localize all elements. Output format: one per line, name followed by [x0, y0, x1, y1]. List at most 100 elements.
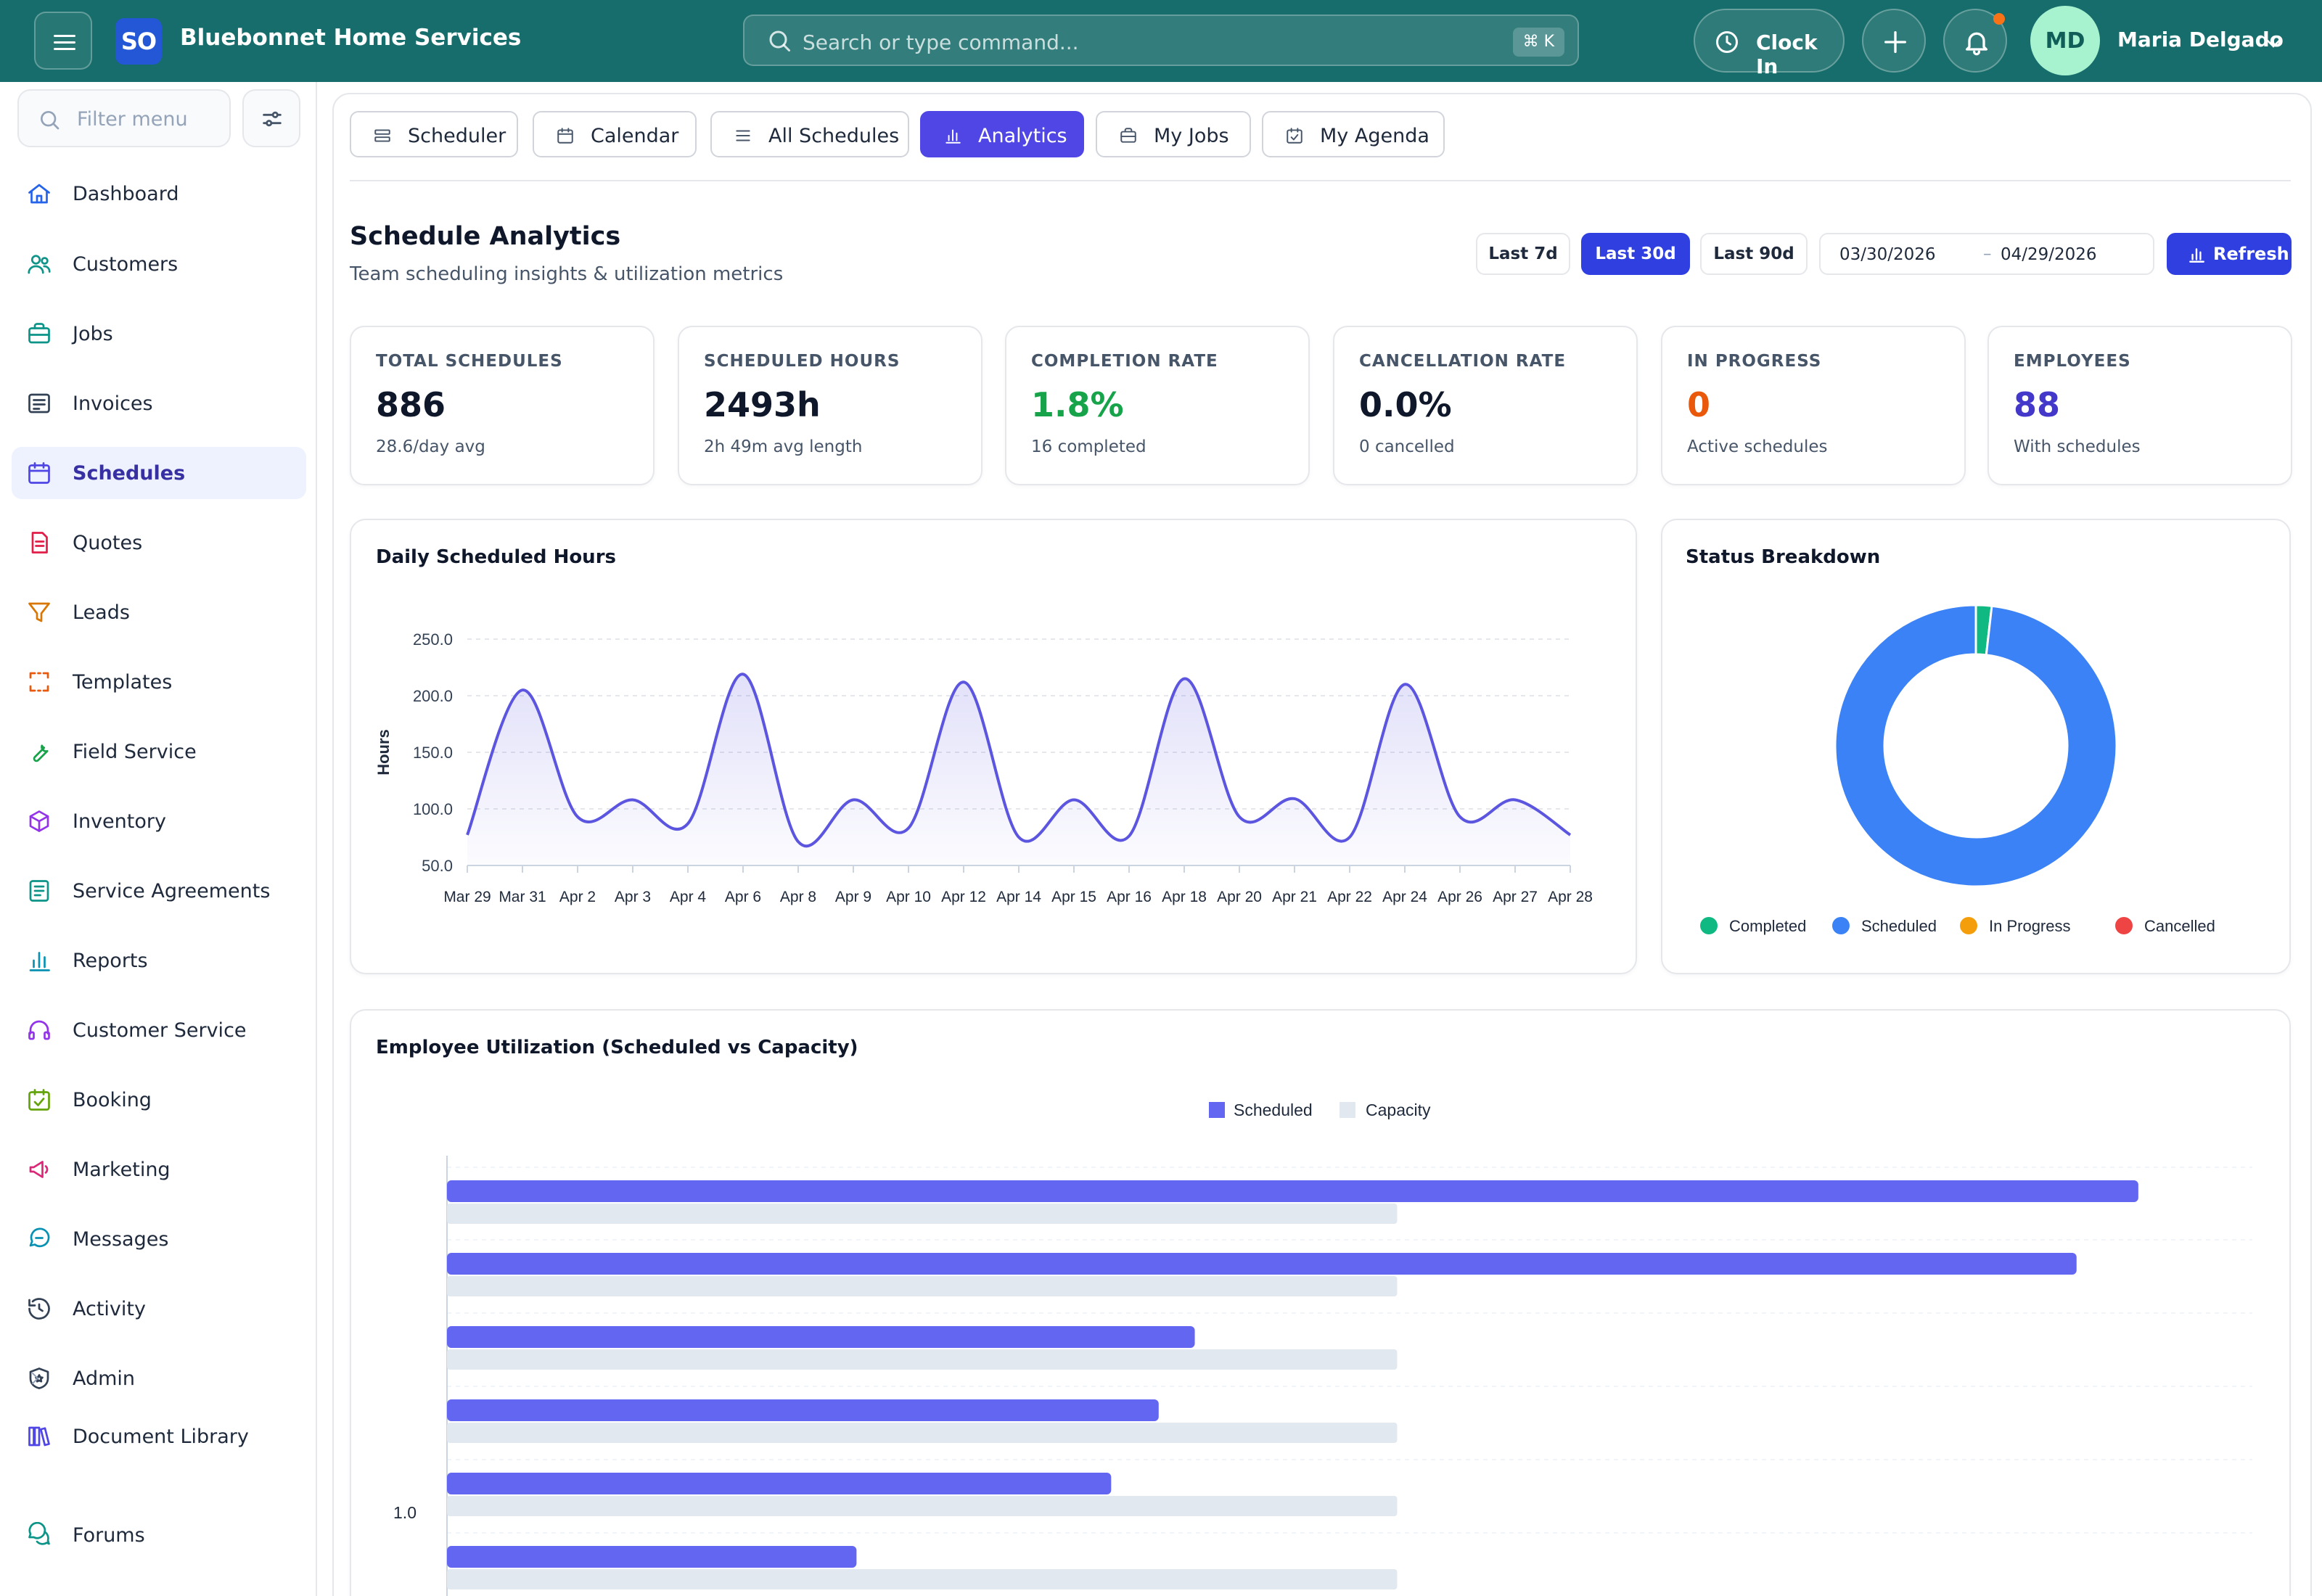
search-placeholder: Search or type command...: [803, 30, 1079, 54]
tab-all-schedules[interactable]: All Schedules: [710, 111, 909, 157]
x-tick-label: Apr 8: [780, 889, 816, 905]
range-last-90d-button[interactable]: Last 90d: [1700, 233, 1808, 275]
legend-item-capacity[interactable]: Capacity: [1340, 1101, 1431, 1119]
sidebar-item-reports[interactable]: Reports: [12, 934, 306, 987]
kpi-card-completion-rate: COMPLETION RATE 1.8% 16 completed: [1005, 326, 1310, 485]
chevron-down-icon[interactable]: [2262, 32, 2284, 54]
bar-scheduled[interactable]: [447, 1399, 1159, 1421]
sidebar-item-marketing[interactable]: Marketing: [12, 1143, 306, 1196]
wrench-icon: [33, 744, 49, 762]
sidebar-item-admin[interactable]: Admin: [12, 1352, 306, 1404]
legend-label: Completed: [1729, 917, 1806, 935]
calendar-icon: [557, 128, 573, 144]
data-point: [742, 672, 744, 675]
legend-item-completed[interactable]: Completed: [1700, 917, 1806, 935]
menu-toggle-button[interactable]: [34, 12, 92, 70]
sidebar-item-customer-service[interactable]: Customer Service: [12, 1004, 306, 1056]
sidebar-item-forums[interactable]: Forums: [12, 1509, 306, 1561]
filter-placeholder: Filter menu: [77, 108, 188, 131]
chevron-right-icon[interactable]: [26, 1370, 44, 1387]
x-tick-label: Apr 14: [996, 889, 1041, 905]
date-separator: –: [1983, 244, 1992, 263]
kpi-subtext: Active schedules: [1687, 437, 1828, 456]
bar-scheduled[interactable]: [447, 1473, 1112, 1494]
tab-calendar[interactable]: Calendar: [533, 111, 697, 157]
books-icon: [28, 1426, 50, 1447]
sidebar-item-field-service[interactable]: Field Service: [12, 725, 306, 778]
sidebar-item-inventory[interactable]: Inventory: [12, 795, 306, 847]
calendar-icon: [28, 462, 50, 484]
sliders-icon: [263, 111, 282, 127]
sidebar-item-quotes[interactable]: Quotes: [12, 517, 306, 569]
filter-menu-input[interactable]: Filter menu: [17, 89, 231, 147]
top-bar: SO Bluebonnet Home Services Search or ty…: [0, 0, 2322, 82]
legend-swatch: [1832, 917, 1850, 934]
legend-item-scheduled[interactable]: Scheduled: [1832, 917, 1937, 935]
box-icon: [29, 810, 49, 832]
app-name[interactable]: Bluebonnet Home Services: [180, 25, 522, 51]
range-last-30d-button[interactable]: Last 30d: [1581, 233, 1690, 275]
bar-scheduled[interactable]: [447, 1326, 1195, 1348]
tab-scheduler[interactable]: Scheduler: [350, 111, 518, 157]
sidebar-item-activity[interactable]: Activity: [12, 1283, 306, 1335]
legend-item-in-progress[interactable]: In Progress: [1960, 917, 2071, 935]
kpi-value: 1.8%: [1031, 385, 1124, 424]
date-from[interactable]: 03/30/2026: [1839, 245, 1936, 264]
sidebar-item-service-agreements[interactable]: Service Agreements: [12, 865, 306, 917]
x-tick-label: Apr 26: [1437, 889, 1482, 905]
sidebar-item-schedules[interactable]: Schedules: [12, 447, 306, 499]
filter-settings-button[interactable]: [242, 89, 300, 147]
date-to[interactable]: 04/29/2026: [2001, 245, 2097, 264]
x-tick-label: Apr 4: [670, 889, 707, 905]
data-point: [1128, 834, 1131, 837]
sidebar-item-jobs[interactable]: Jobs: [12, 308, 306, 360]
sidebar-item-leads[interactable]: Leads: [12, 586, 306, 638]
add-button[interactable]: [1862, 9, 1926, 73]
tab-my-agenda[interactable]: My Agenda: [1262, 111, 1445, 157]
bar-scheduled[interactable]: [447, 1180, 2138, 1202]
bar-capacity[interactable]: [447, 1349, 1398, 1370]
user-name[interactable]: Maria Delgado: [2117, 28, 2284, 52]
bar-capacity[interactable]: [447, 1569, 1398, 1589]
range-last-7d-button[interactable]: Last 7d: [1476, 233, 1570, 275]
users-icon: [28, 255, 51, 274]
sidebar-item-label: Document Library: [73, 1426, 249, 1448]
legend-item-scheduled[interactable]: Scheduled: [1209, 1101, 1313, 1119]
funnel-icon: [28, 602, 50, 622]
axis-tick-label: 1.0: [393, 1503, 417, 1522]
avatar[interactable]: MD: [2030, 6, 2100, 75]
bar-scheduled[interactable]: [447, 1253, 2077, 1275]
data-point: [1348, 836, 1351, 839]
donut-slice-scheduled[interactable]: [1834, 604, 2118, 888]
sidebar-item-customers[interactable]: Customers: [12, 238, 306, 290]
sidebar-item-messages[interactable]: Messages: [12, 1213, 306, 1265]
bar-scheduled[interactable]: [447, 1546, 857, 1568]
bar-capacity[interactable]: [447, 1276, 1398, 1296]
data-point: [466, 834, 469, 836]
data-point: [852, 799, 855, 802]
agreement-icon: [29, 880, 49, 902]
sidebar-item-templates[interactable]: Templates: [12, 656, 306, 708]
bar-capacity[interactable]: [447, 1496, 1398, 1516]
date-range-picker[interactable]: 03/30/2026 – 04/29/2026: [1819, 233, 2154, 275]
tab-analytics[interactable]: Analytics: [920, 111, 1084, 157]
legend-label: Scheduled: [1861, 917, 1937, 935]
data-point: [521, 688, 524, 691]
sidebar-item-invoices[interactable]: Invoices: [12, 377, 306, 429]
legend-item-cancelled[interactable]: Cancelled: [2115, 917, 2215, 935]
sidebar-item-document-library[interactable]: Document Library: [12, 1410, 306, 1463]
sidebar-item-dashboard[interactable]: Dashboard: [12, 168, 306, 220]
kpi-value: 0: [1687, 385, 1711, 424]
clock-in-button[interactable]: Clock In: [1694, 9, 1845, 78]
sidebar-item-booking[interactable]: Booking: [12, 1074, 306, 1126]
app-logo[interactable]: SO: [115, 18, 162, 65]
bar-capacity[interactable]: [447, 1204, 1398, 1224]
y-tick-label: 100.0: [413, 800, 453, 818]
tab-my-jobs[interactable]: My Jobs: [1096, 111, 1251, 157]
x-tick-label: Apr 18: [1162, 889, 1207, 905]
search-icon: [769, 30, 790, 52]
refresh-button[interactable]: Refresh: [2167, 233, 2292, 275]
legend-label: Scheduled: [1234, 1101, 1313, 1119]
bar-capacity[interactable]: [447, 1423, 1398, 1443]
command-search[interactable]: Search or type command... ⌘ K: [743, 15, 1579, 66]
